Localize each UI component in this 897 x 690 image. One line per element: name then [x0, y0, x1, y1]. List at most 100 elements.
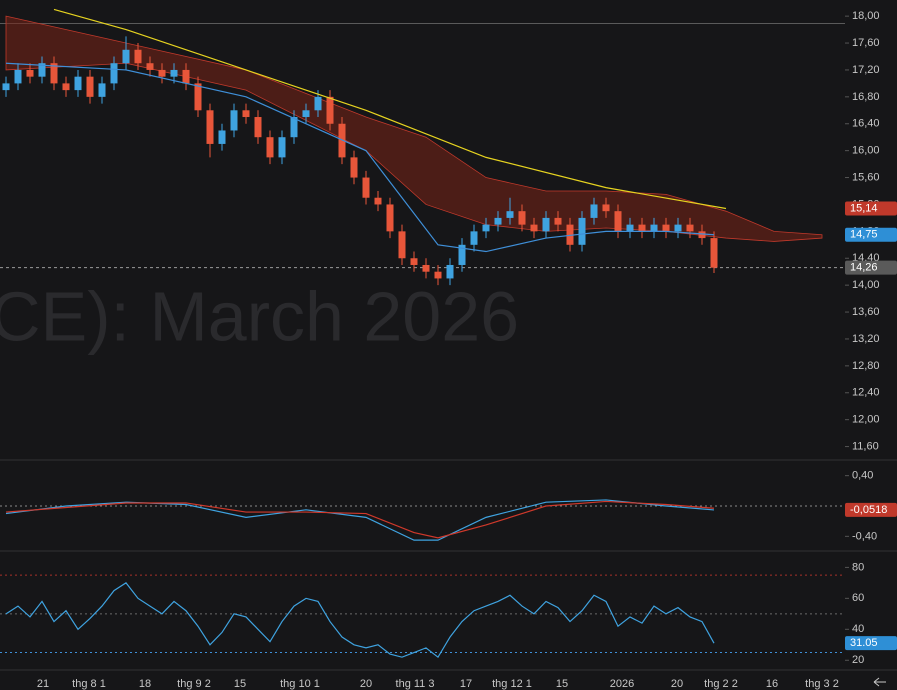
- x-tick-label: thg 12 1: [492, 678, 532, 690]
- price-badge-label: -0,0518: [850, 504, 887, 516]
- candle-body: [110, 63, 118, 84]
- y-tick-label: 40: [852, 623, 864, 635]
- x-tick-label: 15: [556, 678, 568, 690]
- candle-body: [506, 211, 514, 218]
- candle-body: [38, 63, 46, 77]
- candle-body: [170, 69, 178, 77]
- candle-body: [254, 117, 262, 138]
- y-tick-label: 13,20: [852, 333, 880, 345]
- price-badge: [845, 636, 897, 651]
- x-tick-label: thg 11 3: [396, 678, 435, 690]
- candle-body: [290, 117, 298, 138]
- candle-body: [374, 197, 382, 205]
- y-tick-label: 15,60: [852, 171, 880, 183]
- candle-body: [674, 224, 682, 232]
- candle-body: [422, 264, 430, 272]
- x-tick-label: thg 10 1: [280, 678, 320, 690]
- candle-body: [518, 211, 526, 225]
- candle-body: [206, 110, 214, 144]
- x-tick-label: 20: [671, 678, 683, 690]
- price-badge-label: 31.05: [850, 637, 878, 649]
- indicator-line: [5, 500, 715, 539]
- y-tick-label: 12,40: [852, 387, 880, 399]
- x-tick-label: 21: [37, 678, 49, 690]
- candle-body: [74, 76, 82, 91]
- y-tick-label: 18,00: [852, 10, 880, 22]
- candle-body: [614, 211, 622, 232]
- candle-body: [686, 224, 694, 232]
- y-tick-label: 13,60: [852, 306, 880, 318]
- x-tick-label: 20: [360, 678, 372, 690]
- y-tick-label: 17,60: [852, 37, 880, 49]
- candle-body: [362, 177, 370, 198]
- price-badge: [845, 260, 897, 275]
- y-tick-label: 17,20: [852, 64, 880, 76]
- price-badge-label: 15,14: [850, 202, 878, 214]
- y-tick-label: 80: [852, 561, 864, 573]
- x-tick-label: thg 9 2: [177, 678, 211, 690]
- candle-body: [386, 204, 394, 232]
- candle-body: [398, 231, 406, 259]
- x-tick-label: thg 2 2: [704, 678, 738, 690]
- candle-body: [326, 96, 334, 124]
- y-tick-label: -0,40: [852, 530, 877, 542]
- y-tick-label: 16,80: [852, 91, 880, 103]
- price-badge-label: 14,75: [850, 229, 878, 241]
- price-badge: [845, 201, 897, 216]
- indicator-line: [53, 8, 727, 210]
- candle-body: [242, 110, 250, 118]
- y-tick-label: 12,00: [852, 414, 880, 426]
- candle-body: [542, 217, 550, 232]
- candle-body: [458, 244, 466, 265]
- candle-body: [158, 69, 166, 77]
- y-tick-label: 14,00: [852, 279, 880, 291]
- candle-body: [410, 258, 418, 265]
- candle-body: [566, 224, 574, 245]
- candle-body: [638, 224, 646, 232]
- candle-body: [146, 63, 154, 70]
- candle-body: [338, 123, 346, 158]
- y-tick-label: 11,60: [852, 440, 879, 452]
- indicator-line: [5, 62, 715, 253]
- x-tick-label: 2026: [610, 678, 634, 690]
- y-tick-label: 60: [852, 592, 864, 604]
- candle-body: [266, 137, 274, 158]
- indicator-line: [5, 582, 715, 659]
- candle-body: [182, 69, 190, 84]
- y-tick-label: 0,40: [852, 470, 873, 482]
- candle-body: [710, 238, 718, 268]
- x-tick-label: 16: [766, 678, 778, 690]
- x-tick-label: 17: [460, 678, 472, 690]
- watermark: CE): March 2026: [0, 277, 519, 355]
- candle-body: [230, 110, 238, 131]
- candle-body: [578, 217, 586, 245]
- candle-body: [26, 69, 34, 77]
- x-tick-label: 15: [234, 678, 246, 690]
- candle-body: [314, 96, 322, 111]
- candle-body: [50, 63, 58, 84]
- x-tick-label: 18: [139, 678, 151, 690]
- candle-body: [86, 76, 94, 97]
- candle-body: [698, 231, 706, 239]
- scroll-button[interactable]: [873, 677, 886, 687]
- candle-body: [302, 110, 310, 118]
- candle-body: [446, 264, 454, 279]
- candle-body: [482, 224, 490, 232]
- candle-body: [194, 83, 202, 111]
- candle-body: [530, 224, 538, 232]
- y-tick-label: 12,80: [852, 360, 880, 372]
- candle-body: [662, 224, 670, 232]
- candle-body: [494, 217, 502, 225]
- candle-body: [122, 49, 130, 64]
- candle-body: [470, 231, 478, 245]
- candle-body: [590, 204, 598, 218]
- candle-body: [62, 83, 70, 91]
- candle-body: [134, 49, 142, 64]
- candle-body: [218, 130, 226, 144]
- x-tick-label: thg 3 2: [805, 678, 839, 690]
- y-tick-label: 16,40: [852, 118, 880, 130]
- price-badge: [845, 502, 897, 517]
- candle-body: [350, 157, 358, 178]
